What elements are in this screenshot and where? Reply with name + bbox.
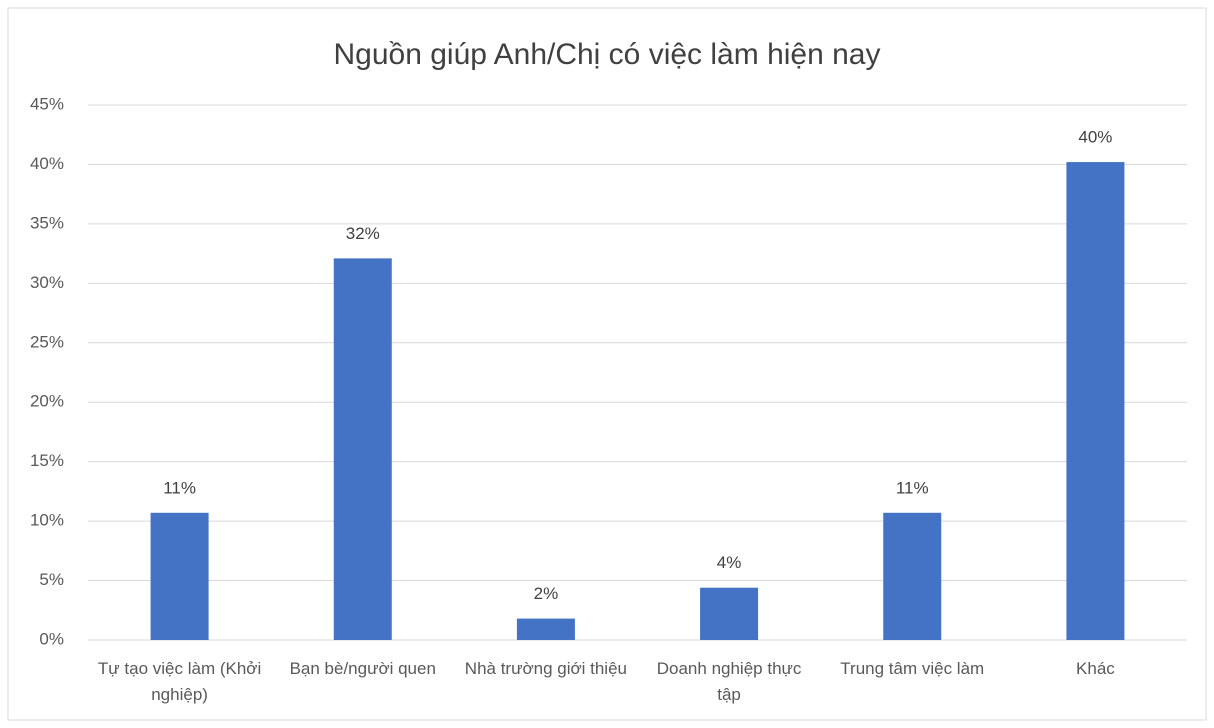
data-label: 32% — [346, 224, 380, 243]
x-tick-label: Nhà trường giới thiệu — [464, 659, 627, 678]
data-label: 11% — [163, 478, 196, 497]
x-tick-label: Trung tâm việc làm — [840, 659, 985, 678]
x-tick-label: Bạn bè/người quen — [289, 659, 436, 678]
bar — [883, 512, 942, 640]
y-tick-label: 20% — [30, 392, 64, 411]
y-tick-label: 25% — [30, 332, 64, 351]
x-tick-label: Khác — [1076, 659, 1115, 678]
chart-title: Nguồn giúp Anh/Chị có việc làm hiện nay — [333, 38, 880, 71]
y-tick-label: 15% — [30, 451, 64, 470]
bar — [1066, 162, 1125, 641]
data-label: 40% — [1078, 128, 1112, 147]
data-label: 4% — [717, 553, 742, 572]
data-label: 11% — [896, 478, 929, 497]
bar — [333, 258, 392, 640]
bar — [516, 618, 575, 640]
y-tick-label: 30% — [30, 273, 64, 292]
y-tick-label: 40% — [30, 154, 64, 173]
x-tick-label: Doanh nghiệp thực tập — [656, 659, 802, 704]
y-tick-label: 0% — [39, 629, 64, 648]
y-tick-label: 10% — [30, 511, 64, 530]
y-tick-label: 35% — [30, 213, 64, 232]
x-tick-label: Tự tạo việc làm (Khởi nghiệp) — [97, 659, 262, 704]
y-tick-label: 5% — [39, 570, 64, 589]
bar — [150, 512, 209, 640]
y-tick-label: 45% — [30, 94, 64, 113]
data-label: 2% — [534, 584, 559, 603]
bar — [700, 587, 759, 640]
